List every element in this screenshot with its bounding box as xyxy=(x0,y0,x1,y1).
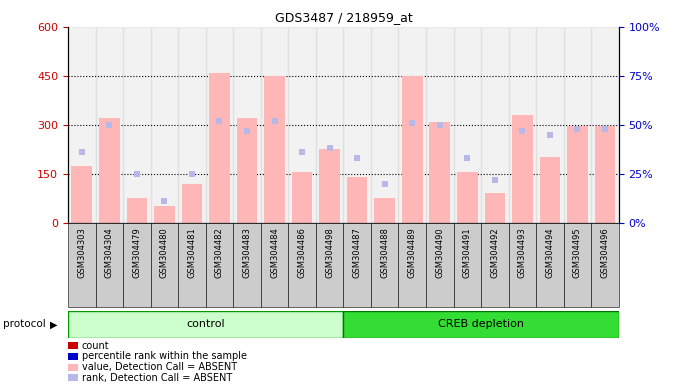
Bar xyxy=(123,223,151,307)
Bar xyxy=(151,223,178,307)
Bar xyxy=(265,76,285,223)
Text: rank, Detection Call = ABSENT: rank, Detection Call = ABSENT xyxy=(82,373,232,383)
Text: GSM304481: GSM304481 xyxy=(188,227,197,278)
Bar xyxy=(426,223,454,307)
Text: value, Detection Call = ABSENT: value, Detection Call = ABSENT xyxy=(82,362,237,372)
Bar xyxy=(402,76,422,223)
Bar xyxy=(375,198,395,223)
Bar xyxy=(288,27,316,223)
Bar xyxy=(206,27,233,223)
Text: GSM304490: GSM304490 xyxy=(435,227,444,278)
Bar xyxy=(454,223,481,307)
Text: GSM304489: GSM304489 xyxy=(408,227,417,278)
Text: CREB depletion: CREB depletion xyxy=(438,319,524,329)
Bar xyxy=(154,207,175,223)
Text: GSM304487: GSM304487 xyxy=(353,227,362,278)
Bar xyxy=(182,184,202,223)
Bar xyxy=(96,27,123,223)
Text: GSM304303: GSM304303 xyxy=(78,227,86,278)
Text: GSM304484: GSM304484 xyxy=(270,227,279,278)
Bar xyxy=(509,223,537,307)
Bar xyxy=(343,27,371,223)
Text: GSM304482: GSM304482 xyxy=(215,227,224,278)
Text: ▶: ▶ xyxy=(50,319,57,329)
Bar xyxy=(206,223,233,307)
Text: GSM304495: GSM304495 xyxy=(573,227,582,278)
Bar xyxy=(537,27,564,223)
Text: count: count xyxy=(82,341,109,351)
Bar xyxy=(371,27,398,223)
Bar xyxy=(178,223,206,307)
Bar xyxy=(537,223,564,307)
Bar xyxy=(123,27,151,223)
Text: GDS3487 / 218959_at: GDS3487 / 218959_at xyxy=(275,12,412,25)
Bar xyxy=(261,223,288,307)
Bar xyxy=(347,177,367,223)
Bar xyxy=(320,149,340,223)
Bar xyxy=(343,223,371,307)
Bar xyxy=(292,172,312,223)
Bar xyxy=(68,27,95,223)
Bar xyxy=(592,223,619,307)
Bar xyxy=(343,311,619,338)
Bar xyxy=(567,126,588,223)
Text: GSM304498: GSM304498 xyxy=(325,227,334,278)
Text: GSM304304: GSM304304 xyxy=(105,227,114,278)
Bar xyxy=(512,115,532,223)
Bar xyxy=(96,223,123,307)
Bar xyxy=(178,27,206,223)
Bar xyxy=(398,27,426,223)
Text: GSM304492: GSM304492 xyxy=(490,227,499,278)
Bar xyxy=(457,172,477,223)
Text: GSM304496: GSM304496 xyxy=(600,227,609,278)
Bar xyxy=(237,118,257,223)
Text: GSM304480: GSM304480 xyxy=(160,227,169,278)
Bar xyxy=(68,311,343,338)
Bar xyxy=(209,73,230,223)
Bar xyxy=(454,27,481,223)
Bar xyxy=(371,223,398,307)
Bar xyxy=(261,27,288,223)
Text: GSM304486: GSM304486 xyxy=(298,227,307,278)
Text: control: control xyxy=(186,319,225,329)
Text: protocol: protocol xyxy=(3,319,46,329)
Bar xyxy=(151,27,178,223)
Bar xyxy=(398,223,426,307)
Text: GSM304494: GSM304494 xyxy=(545,227,554,278)
Bar xyxy=(426,27,454,223)
Bar xyxy=(316,27,343,223)
Bar xyxy=(233,223,261,307)
Bar xyxy=(68,223,95,307)
Bar xyxy=(99,118,120,223)
Text: GSM304491: GSM304491 xyxy=(463,227,472,278)
Bar xyxy=(71,166,92,223)
Text: GSM304493: GSM304493 xyxy=(518,227,527,278)
Bar xyxy=(288,223,316,307)
Text: GSM304479: GSM304479 xyxy=(133,227,141,278)
Bar xyxy=(481,27,509,223)
Bar xyxy=(592,27,619,223)
Bar xyxy=(126,198,147,223)
Text: percentile rank within the sample: percentile rank within the sample xyxy=(82,351,247,361)
Bar xyxy=(485,194,505,223)
Bar xyxy=(316,223,343,307)
Bar xyxy=(509,27,537,223)
Bar xyxy=(595,126,615,223)
Bar xyxy=(233,27,261,223)
Bar xyxy=(540,157,560,223)
Bar xyxy=(481,223,509,307)
Bar xyxy=(564,223,592,307)
Text: GSM304488: GSM304488 xyxy=(380,227,389,278)
Text: GSM304483: GSM304483 xyxy=(243,227,252,278)
Bar xyxy=(564,27,592,223)
Bar xyxy=(430,121,450,223)
